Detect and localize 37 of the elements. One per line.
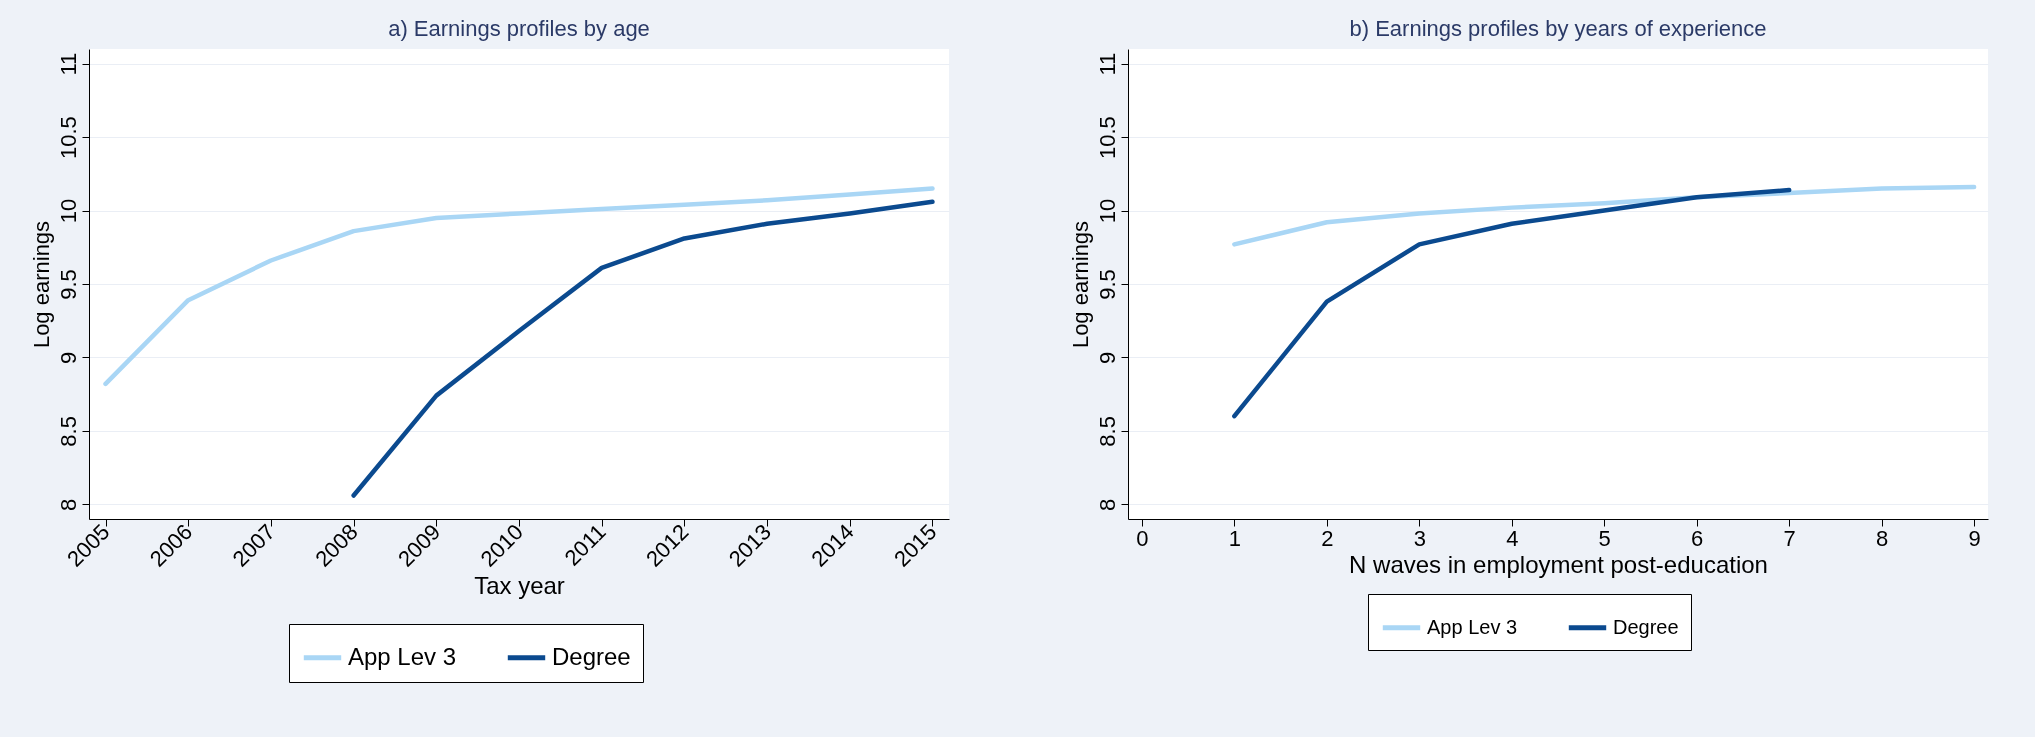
chart-title: a) Earnings profiles by age [388,16,650,41]
x-tick-label: 6 [1691,525,1704,551]
y-tick-label: 8.5 [1094,416,1120,447]
y-axis-title: Log earnings [1067,220,1093,349]
y-tick-label: 10.5 [55,116,81,160]
y-tick-label: 10.5 [1094,116,1120,160]
x-tick-label: 8 [1876,525,1889,551]
x-tick-label: 9 [1968,525,1981,551]
y-tick-label: 9 [55,351,81,365]
x-axis-title: Tax year [474,571,565,599]
y-tick-label: 11 [1094,52,1120,76]
y-tick-label: 8 [1094,498,1120,511]
legend-label: Degree [552,642,631,670]
y-tick-label: 8 [55,498,81,511]
y-tick-label: 9.5 [55,269,81,300]
y-tick-label: 9 [1094,351,1120,365]
x-tick-label: 5 [1598,525,1611,551]
y-axis-title: Log earnings [28,220,54,349]
chart-title: b) Earnings profiles by years of experience [1349,16,1767,41]
x-tick-label: 1 [1228,525,1241,551]
y-tick-label: 11 [55,52,81,76]
x-tick-label: 0 [1136,525,1149,551]
y-tick-label: 9.5 [1094,269,1120,300]
y-tick-label: 10 [55,198,81,224]
line-series [351,199,935,498]
x-tick-label: 4 [1506,525,1519,551]
legend-label: App Lev 3 [1427,615,1518,638]
x-tick-label: 7 [1783,525,1796,551]
x-tick-label: 2 [1321,525,1334,551]
legend-label: Degree [1613,615,1679,638]
line-series [103,186,935,387]
x-tick-label: 3 [1413,525,1426,551]
y-tick-label: 10 [1094,198,1120,224]
x-axis-title: N waves in employment post-education [1349,550,1768,578]
legend-label: App Lev 3 [348,642,457,670]
line-series [1232,187,1792,419]
y-tick-label: 8.5 [55,416,81,447]
